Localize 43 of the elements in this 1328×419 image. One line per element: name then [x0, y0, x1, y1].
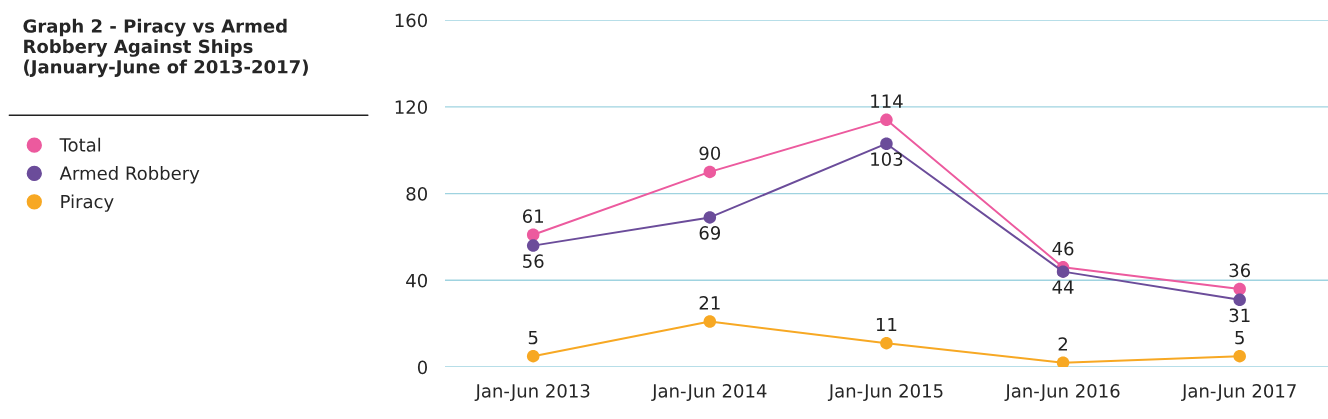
- data-label: 69: [699, 226, 721, 240]
- x-tick-label: Jan-Jun 2013: [474, 384, 590, 402]
- point: [703, 211, 717, 224]
- point: [526, 228, 540, 242]
- y-tick-label: 120: [395, 100, 428, 114]
- point: [1233, 293, 1246, 307]
- point: [1233, 349, 1246, 363]
- y-tick-label: 160: [395, 13, 428, 28]
- data-label: 21: [699, 296, 720, 310]
- x-tick-label: Jan-Jun 2016: [1004, 384, 1120, 402]
- data-label: 103: [871, 152, 903, 167]
- data-label: 61: [522, 209, 544, 223]
- point: [703, 315, 717, 328]
- point: [880, 137, 893, 150]
- point: [526, 239, 540, 252]
- y-tick-label: 80: [406, 187, 428, 201]
- point: [880, 336, 893, 350]
- data-label: 44: [1052, 280, 1074, 294]
- legend-label: Total: [59, 137, 101, 152]
- point: [1056, 356, 1070, 368]
- data-label: 46: [1052, 241, 1074, 256]
- x-tick-label: Jan-Jun 2015: [827, 384, 943, 402]
- data-label: 90: [699, 146, 721, 161]
- data-label: 5: [528, 330, 538, 345]
- point: [526, 349, 540, 363]
- data-label: 5: [1235, 330, 1244, 345]
- data-label: 56: [523, 254, 544, 268]
- text: Graph 2 - Piracy vs Armed Robbery Against Ships (January-June of 2013-2017): [23, 18, 308, 78]
- legend-label: Piracy: [61, 194, 114, 212]
- data-label: 36: [1229, 263, 1251, 278]
- data-label: 11: [876, 317, 897, 332]
- point: [1233, 282, 1246, 296]
- point: [880, 113, 893, 127]
- data-label: 31: [1229, 308, 1250, 323]
- x-tick-label: Jan-Jun 2014: [651, 384, 767, 402]
- y-tick-label: 0: [417, 360, 428, 375]
- x-tick-label: Jan-Jun 2017: [1181, 384, 1296, 402]
- data-label: 2: [1058, 337, 1067, 351]
- y-tick-label: 40: [406, 273, 428, 288]
- point: [1056, 265, 1070, 278]
- legend-label: Armed Robbery: [59, 166, 200, 184]
- point: [703, 165, 717, 179]
- data-label: 114: [871, 94, 903, 108]
